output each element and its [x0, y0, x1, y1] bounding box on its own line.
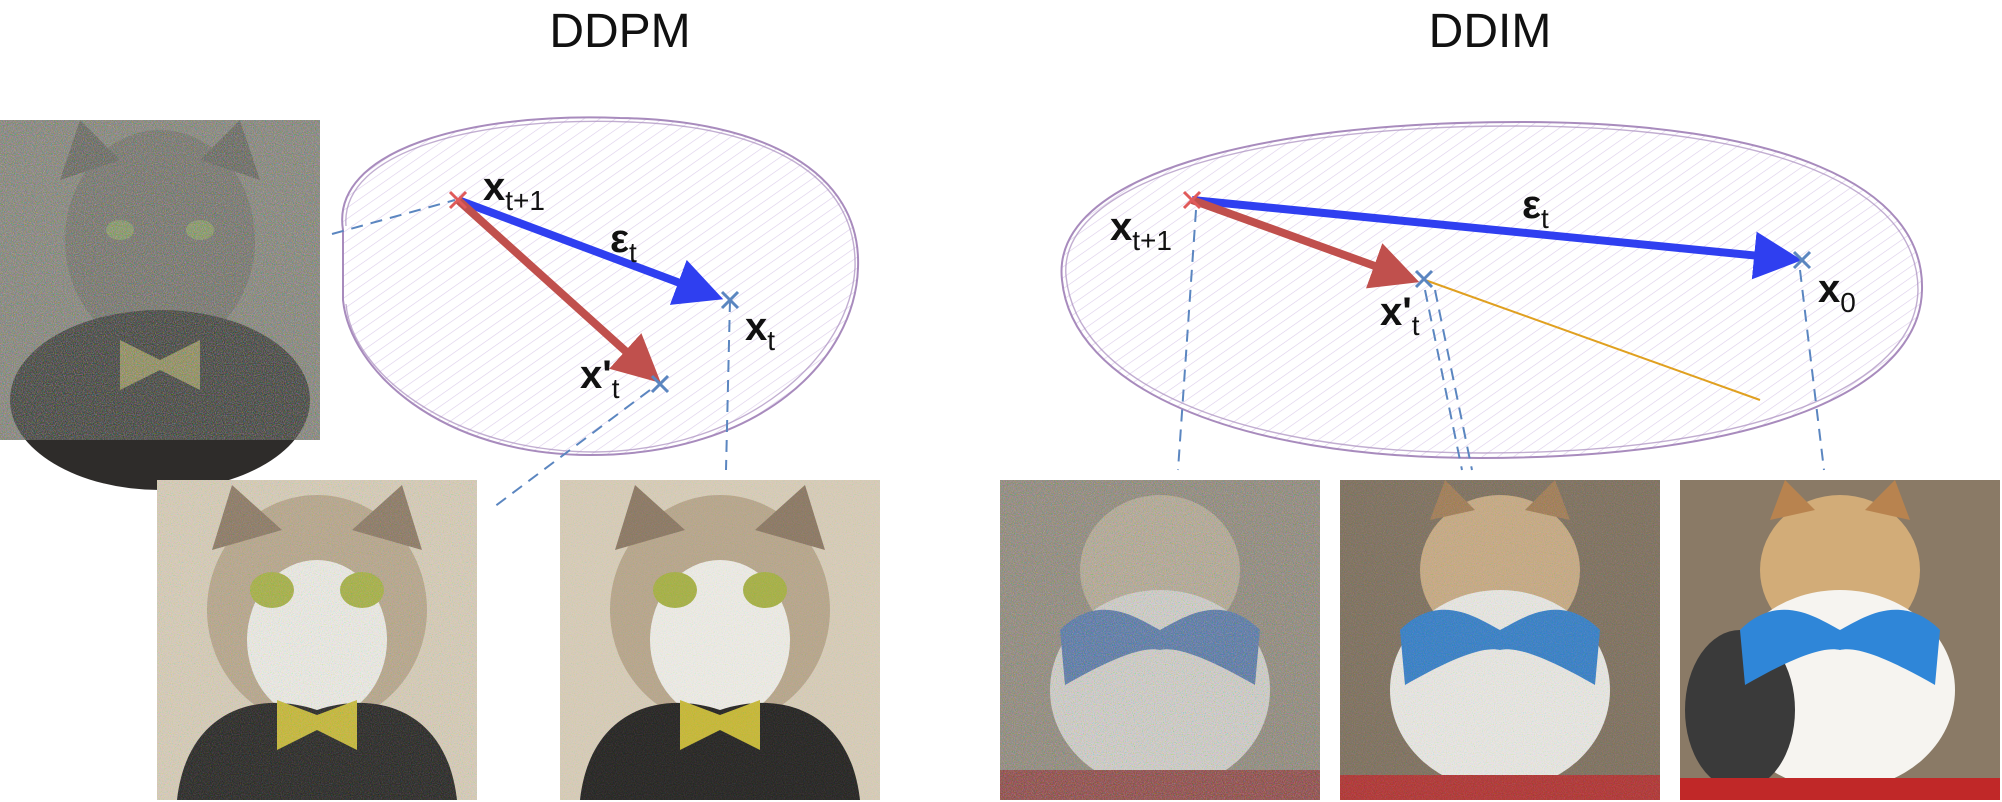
ddpm-manifold	[341, 116, 860, 457]
ddpm-cat-image-1	[157, 480, 477, 800]
ddim-label-eps: εt	[1522, 183, 1549, 234]
ddpm-cat-image-2	[560, 480, 880, 800]
ddpm-pred-arrow	[455, 197, 661, 384]
ddpm-title: DDPM	[549, 5, 691, 58]
ddim-title: DDIM	[1428, 5, 1552, 58]
ddim-label-xprime: x't	[1380, 290, 1420, 341]
ddim-orange-line	[1424, 279, 1761, 401]
ddim-label-xt1: xt+1	[1110, 205, 1172, 256]
ddpm-label-xprime: x't	[580, 353, 620, 404]
ddim-pred-arrow	[1190, 196, 1420, 289]
ddim-cat-image-1	[1000, 480, 1320, 800]
ddim-x0-marker	[1792, 250, 1812, 270]
ddpm-xt-marker	[720, 290, 740, 310]
ddim-eps-arrow	[1191, 196, 1802, 280]
ddpm-eps-arrow	[456, 196, 724, 305]
ddim-cat-image-2	[1340, 480, 1660, 800]
ddim-start-marker	[1182, 190, 1202, 210]
ddim-cat-image-3	[1680, 480, 2000, 800]
ddpm-start-marker	[448, 190, 468, 210]
ddpm-label-xt1: xt+1	[483, 165, 545, 216]
ddim-label-x0: x0	[1818, 267, 1856, 318]
ddpm-dashed-connectors	[331, 199, 731, 511]
ddim-xprime-marker	[1414, 269, 1434, 289]
ddim-dashed-connectors	[1177, 209, 1825, 471]
ddpm-xprime-marker	[650, 374, 670, 394]
ddpm-noisy-cat-image	[0, 120, 320, 490]
ddpm-label-xt: xt	[745, 305, 775, 356]
ddpm-label-eps: εt	[610, 217, 637, 268]
